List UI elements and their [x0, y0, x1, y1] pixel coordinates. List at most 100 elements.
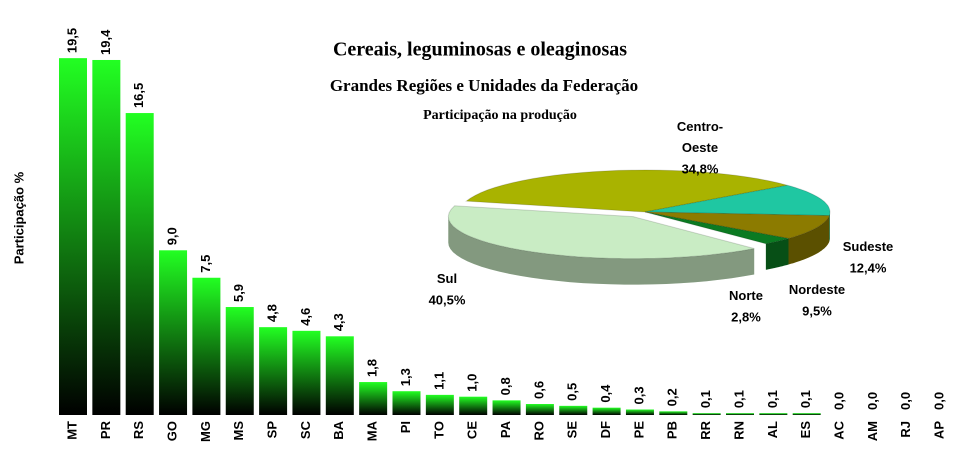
value-label: 0,1	[798, 390, 813, 408]
pie-side-shade	[448, 216, 755, 285]
value-label: 0,8	[498, 377, 513, 395]
value-label: 4,3	[331, 313, 346, 331]
x-tick-label: PB	[665, 421, 680, 439]
pie-value-label: 2,8%	[731, 309, 761, 324]
x-tick-label: AM	[865, 421, 880, 441]
chart-subtitle: Grandes Regiões e Unidades da Federação	[330, 76, 638, 95]
bar	[592, 407, 621, 415]
value-label: 0,1	[731, 390, 746, 408]
pie-side	[829, 212, 830, 242]
x-tick-label: RR	[698, 420, 713, 439]
x-tick-label: RS	[131, 421, 146, 439]
pie-label: Sudeste	[843, 239, 894, 254]
value-label: 0,1	[698, 390, 713, 408]
pie-slice	[644, 184, 831, 217]
pie-value-label: 9,5%	[802, 303, 832, 318]
x-tick-label: RJ	[898, 421, 913, 438]
pie-side-shade	[788, 215, 830, 265]
value-label: 0,3	[631, 386, 646, 404]
x-tick-label: AP	[932, 421, 947, 439]
value-label: 1,8	[365, 359, 380, 377]
x-tick-label: RN	[731, 421, 746, 440]
bar	[225, 307, 254, 415]
pie-slice	[464, 169, 788, 213]
x-tick-label: PE	[631, 421, 646, 439]
pie-label: Nordeste	[789, 282, 845, 297]
x-tick-label: GO	[164, 421, 179, 441]
pie-label: Centro-Oeste	[677, 119, 723, 155]
bar	[459, 396, 488, 415]
pie-slice	[447, 205, 755, 260]
bar	[392, 391, 421, 415]
pie-title: Participação na produção	[423, 108, 577, 123]
value-label: 9,0	[164, 227, 179, 245]
x-tick-label: ES	[798, 421, 813, 439]
x-tick-label: MG	[198, 421, 213, 442]
value-label: 0,5	[565, 383, 580, 401]
bar	[726, 413, 754, 415]
bar	[659, 411, 688, 415]
pie-value-label: 12,4%	[850, 260, 887, 275]
x-tick-label: MT	[64, 421, 79, 440]
pie-side	[765, 238, 789, 270]
value-label: 0,0	[865, 392, 880, 410]
pie-slice	[644, 211, 831, 240]
x-tick-label: PR	[98, 420, 113, 439]
pie-side	[788, 215, 830, 265]
pie-label: Norte	[729, 288, 763, 303]
value-label: 4,6	[298, 308, 313, 326]
value-label: 19,4	[98, 29, 113, 55]
bar	[125, 113, 154, 416]
bar	[59, 58, 87, 416]
pie-side-shade	[765, 238, 789, 270]
y-axis-label: Participação %	[11, 171, 26, 264]
bar	[359, 382, 388, 415]
value-label: 4,8	[265, 304, 280, 322]
value-label: 1,1	[431, 372, 446, 390]
bar	[192, 277, 221, 415]
x-tick-label: RO	[531, 421, 546, 441]
value-label: 0,6	[531, 381, 546, 399]
x-tick-label: TO	[431, 421, 446, 439]
x-tick-label: AC	[831, 420, 846, 439]
value-label: 5,9	[231, 284, 246, 302]
bar	[159, 250, 188, 415]
bar	[559, 405, 588, 415]
bar	[792, 413, 821, 415]
x-tick-label: MS	[231, 421, 246, 441]
bar	[525, 404, 554, 415]
bar	[259, 327, 288, 415]
pie-label: Sul	[437, 271, 457, 286]
value-label: 0,0	[932, 392, 947, 410]
value-label: 16,5	[131, 83, 146, 108]
x-tick-label: AL	[765, 421, 780, 438]
bar	[492, 400, 521, 415]
x-tick-label: PA	[498, 420, 513, 438]
value-label: 19,5	[64, 28, 79, 53]
pie-side-shade	[829, 212, 830, 242]
value-label: 0,4	[598, 384, 613, 403]
value-label: 1,0	[465, 374, 480, 392]
pie-slice	[644, 211, 789, 245]
bar	[625, 409, 654, 415]
value-label: 0,1	[765, 390, 780, 408]
pie-value-label: 40,5%	[429, 292, 466, 307]
bar	[92, 59, 121, 415]
bar	[325, 336, 354, 415]
x-tick-label: SE	[565, 421, 580, 439]
pie-value-label: 34,8%	[682, 161, 719, 176]
chart-title: Cereais, leguminosas e oleaginosas	[333, 39, 627, 61]
x-tick-label: PI	[398, 421, 413, 433]
bar	[292, 330, 321, 415]
x-tick-label: DF	[598, 421, 613, 438]
value-label: 1,3	[398, 368, 413, 386]
x-tick-label: BA	[331, 420, 346, 439]
x-tick-label: SC	[298, 420, 313, 439]
pie-side	[448, 216, 755, 285]
x-tick-label: CE	[465, 421, 480, 439]
x-tick-label: SP	[265, 421, 280, 439]
value-label: 0,0	[831, 392, 846, 410]
value-label: 0,0	[898, 392, 913, 410]
value-label: 0,2	[665, 388, 680, 406]
